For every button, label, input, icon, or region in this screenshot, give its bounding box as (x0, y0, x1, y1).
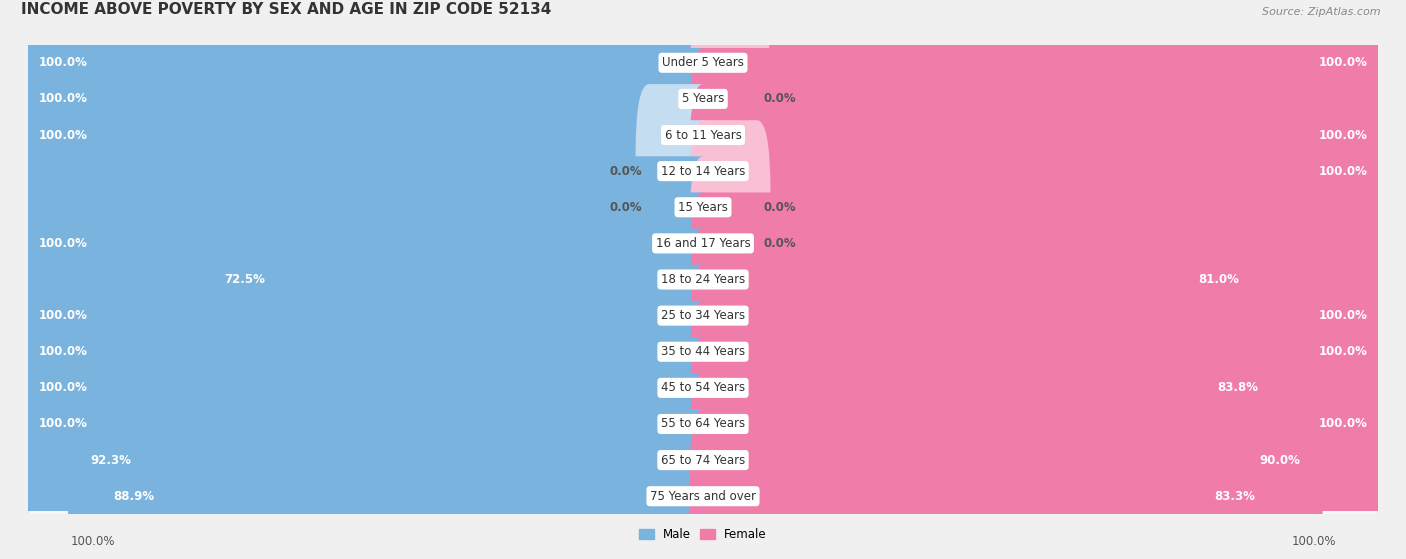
FancyBboxPatch shape (14, 0, 717, 150)
FancyBboxPatch shape (14, 229, 717, 402)
Text: 72.5%: 72.5% (224, 273, 264, 286)
FancyBboxPatch shape (14, 48, 717, 222)
FancyBboxPatch shape (28, 153, 1378, 189)
Text: 6 to 11 Years: 6 to 11 Years (665, 129, 741, 141)
FancyBboxPatch shape (90, 409, 717, 559)
FancyBboxPatch shape (28, 262, 1378, 297)
Text: 100.0%: 100.0% (38, 92, 87, 106)
FancyBboxPatch shape (28, 478, 1378, 514)
FancyBboxPatch shape (28, 189, 1378, 225)
FancyBboxPatch shape (28, 297, 1378, 334)
Text: 65 to 74 Years: 65 to 74 Years (661, 453, 745, 467)
Text: 81.0%: 81.0% (1199, 273, 1240, 286)
Text: 0.0%: 0.0% (610, 165, 643, 178)
Text: 100.0%: 100.0% (1319, 165, 1368, 178)
Text: 100.0%: 100.0% (1319, 309, 1368, 322)
FancyBboxPatch shape (28, 406, 1378, 442)
FancyBboxPatch shape (636, 84, 717, 258)
Text: 15 Years: 15 Years (678, 201, 728, 214)
Text: 100.0%: 100.0% (1319, 418, 1368, 430)
FancyBboxPatch shape (689, 409, 1278, 559)
Text: 100.0%: 100.0% (38, 345, 87, 358)
FancyBboxPatch shape (14, 301, 717, 475)
FancyBboxPatch shape (28, 334, 1378, 370)
FancyBboxPatch shape (689, 12, 770, 186)
Text: 100.0%: 100.0% (38, 418, 87, 430)
FancyBboxPatch shape (14, 265, 717, 439)
Text: 100.0%: 100.0% (38, 309, 87, 322)
Text: 83.8%: 83.8% (1218, 381, 1258, 394)
Text: Under 5 Years: Under 5 Years (662, 56, 744, 69)
Text: 100.0%: 100.0% (1319, 56, 1368, 69)
FancyBboxPatch shape (689, 373, 1324, 547)
Text: 100.0%: 100.0% (1291, 535, 1336, 548)
Text: 25 to 34 Years: 25 to 34 Years (661, 309, 745, 322)
Text: 16 and 17 Years: 16 and 17 Years (655, 237, 751, 250)
Text: 100.0%: 100.0% (70, 535, 115, 548)
Text: 100.0%: 100.0% (1319, 129, 1368, 141)
FancyBboxPatch shape (689, 48, 1392, 222)
FancyBboxPatch shape (636, 120, 717, 294)
Text: 0.0%: 0.0% (763, 92, 796, 106)
FancyBboxPatch shape (66, 373, 717, 547)
Text: 75 Years and over: 75 Years and over (650, 490, 756, 503)
FancyBboxPatch shape (14, 12, 717, 186)
FancyBboxPatch shape (28, 45, 1378, 81)
FancyBboxPatch shape (689, 229, 1392, 402)
Text: 0.0%: 0.0% (763, 201, 796, 214)
Text: 55 to 64 Years: 55 to 64 Years (661, 418, 745, 430)
FancyBboxPatch shape (28, 117, 1378, 153)
FancyBboxPatch shape (689, 265, 1392, 439)
Text: Source: ZipAtlas.com: Source: ZipAtlas.com (1263, 7, 1381, 17)
FancyBboxPatch shape (28, 442, 1378, 478)
FancyBboxPatch shape (28, 225, 1378, 262)
Text: 35 to 44 Years: 35 to 44 Years (661, 345, 745, 358)
Text: 0.0%: 0.0% (763, 237, 796, 250)
FancyBboxPatch shape (689, 0, 1392, 150)
FancyBboxPatch shape (689, 301, 1282, 475)
Text: 5 Years: 5 Years (682, 92, 724, 106)
FancyBboxPatch shape (689, 192, 1263, 367)
Text: 0.0%: 0.0% (610, 201, 643, 214)
Text: 92.3%: 92.3% (90, 453, 131, 467)
Text: 100.0%: 100.0% (1319, 345, 1368, 358)
FancyBboxPatch shape (28, 81, 1378, 117)
Text: 45 to 54 Years: 45 to 54 Years (661, 381, 745, 394)
Text: 88.9%: 88.9% (112, 490, 155, 503)
Text: 12 to 14 Years: 12 to 14 Years (661, 165, 745, 178)
FancyBboxPatch shape (14, 337, 717, 511)
FancyBboxPatch shape (689, 84, 1392, 258)
Text: 100.0%: 100.0% (38, 381, 87, 394)
Text: 100.0%: 100.0% (38, 237, 87, 250)
FancyBboxPatch shape (14, 157, 717, 330)
Text: 18 to 24 Years: 18 to 24 Years (661, 273, 745, 286)
FancyBboxPatch shape (689, 120, 770, 294)
Text: INCOME ABOVE POVERTY BY SEX AND AGE IN ZIP CODE 52134: INCOME ABOVE POVERTY BY SEX AND AGE IN Z… (21, 2, 551, 17)
FancyBboxPatch shape (689, 157, 770, 330)
Legend: Male, Female: Male, Female (634, 523, 772, 546)
Text: 100.0%: 100.0% (38, 56, 87, 69)
FancyBboxPatch shape (28, 370, 1378, 406)
FancyBboxPatch shape (200, 192, 717, 367)
Text: 90.0%: 90.0% (1260, 453, 1301, 467)
FancyBboxPatch shape (689, 337, 1392, 511)
Text: 83.3%: 83.3% (1215, 490, 1256, 503)
Text: 100.0%: 100.0% (38, 129, 87, 141)
